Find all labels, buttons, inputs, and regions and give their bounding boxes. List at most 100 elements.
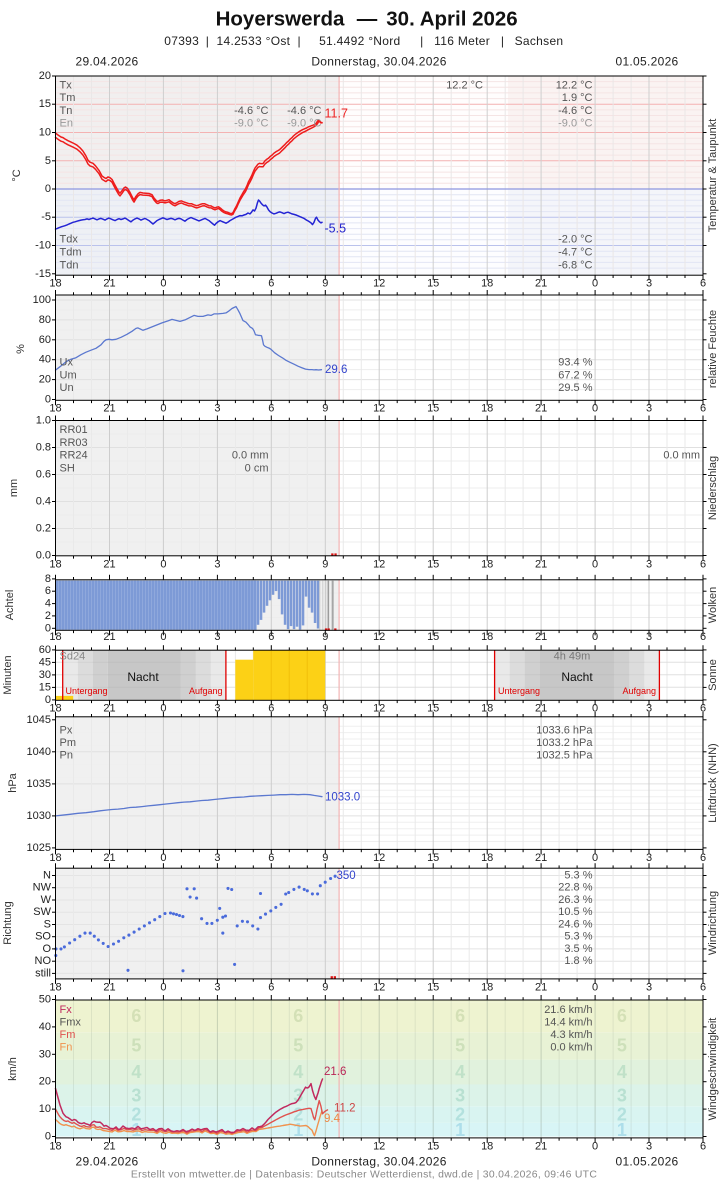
svg-text:Aufgang: Aufgang (622, 686, 656, 696)
svg-text:15: 15 (427, 403, 439, 415)
svg-text:6: 6 (700, 403, 706, 415)
svg-text:0: 0 (160, 403, 166, 415)
svg-text:18: 18 (481, 982, 493, 994)
svg-text:-2.0 °C: -2.0 °C (558, 234, 592, 246)
svg-text:0: 0 (592, 631, 598, 643)
svg-text:Tdx: Tdx (60, 234, 79, 246)
svg-text:12: 12 (373, 403, 385, 415)
svg-text:07393: 07393 (164, 34, 199, 48)
svg-text:12: 12 (373, 558, 385, 570)
svg-text:N: N (43, 870, 51, 882)
svg-text:0: 0 (592, 558, 598, 570)
svg-text:Tdn: Tdn (60, 259, 79, 271)
svg-text:1: 1 (617, 1120, 627, 1140)
svg-text:21: 21 (103, 852, 115, 864)
svg-text:26.3 %: 26.3 % (558, 894, 592, 906)
svg-text:21.6 km/h: 21.6 km/h (544, 1004, 592, 1016)
svg-text:0: 0 (592, 278, 598, 290)
svg-text:21: 21 (103, 982, 115, 994)
svg-text:21: 21 (535, 558, 547, 570)
svg-text:—: — (357, 8, 378, 31)
svg-text:9: 9 (322, 278, 328, 290)
svg-text:1033.2 hPa: 1033.2 hPa (536, 737, 593, 749)
svg-text:1: 1 (293, 1120, 303, 1140)
svg-text:9: 9 (322, 403, 328, 415)
svg-text:6: 6 (455, 1006, 465, 1026)
svg-text:Untergang: Untergang (66, 686, 108, 696)
svg-text:9: 9 (322, 703, 328, 715)
svg-text:6: 6 (700, 852, 706, 864)
svg-text:2: 2 (45, 610, 51, 622)
svg-text:21: 21 (535, 278, 547, 290)
svg-text:11.2: 11.2 (334, 1103, 356, 1115)
svg-text:29.6: 29.6 (325, 364, 347, 376)
svg-text:18: 18 (49, 278, 61, 290)
svg-text:6: 6 (268, 558, 274, 570)
svg-text:-4.6 °C: -4.6 °C (558, 105, 592, 117)
svg-text:18: 18 (481, 278, 493, 290)
svg-text:Un: Un (60, 382, 74, 394)
svg-text:3.5 %: 3.5 % (564, 943, 592, 955)
svg-text:21: 21 (103, 558, 115, 570)
svg-text:15: 15 (39, 98, 51, 110)
svg-text:12: 12 (373, 631, 385, 643)
svg-text:-4.6 °C: -4.6 °C (287, 105, 321, 117)
svg-text:12: 12 (373, 278, 385, 290)
svg-text:Tn: Tn (60, 105, 73, 117)
svg-text:-4.6 °C: -4.6 °C (234, 105, 268, 117)
svg-text:0: 0 (45, 394, 51, 406)
svg-text:3: 3 (646, 631, 652, 643)
svg-text:12: 12 (373, 982, 385, 994)
svg-text:51.4492 °Nord: 51.4492 °Nord (319, 34, 400, 48)
svg-text:8: 8 (45, 573, 51, 585)
svg-text:3: 3 (646, 1141, 652, 1153)
svg-text:-10: -10 (35, 240, 51, 252)
svg-text:29.04.2026: 29.04.2026 (75, 55, 138, 69)
svg-text:5: 5 (455, 1036, 465, 1056)
svg-text:21: 21 (535, 703, 547, 715)
svg-text:15: 15 (427, 703, 439, 715)
svg-text:Achtel: Achtel (4, 590, 16, 621)
svg-text:Pn: Pn (60, 750, 73, 762)
svg-text:0.8: 0.8 (36, 442, 51, 454)
svg-text:9: 9 (322, 558, 328, 570)
svg-text:Ux: Ux (60, 357, 74, 369)
svg-text:Erstellt von mtwetter.de | Dat: Erstellt von mtwetter.de | Datenbasis: D… (131, 1170, 597, 1181)
svg-text:6: 6 (617, 1006, 627, 1026)
svg-text:6: 6 (268, 703, 274, 715)
svg-text:14.2533 °Ost: 14.2533 °Ost (217, 34, 291, 48)
svg-text:20: 20 (39, 70, 51, 82)
svg-text:9: 9 (322, 852, 328, 864)
svg-text:0: 0 (160, 631, 166, 643)
svg-text:Nacht: Nacht (127, 670, 159, 684)
svg-text:12: 12 (373, 703, 385, 715)
svg-text:20: 20 (39, 1076, 51, 1088)
svg-text:3: 3 (646, 703, 652, 715)
svg-text:6: 6 (700, 982, 706, 994)
svg-text:0: 0 (160, 852, 166, 864)
svg-text:60: 60 (39, 644, 51, 656)
svg-text:Tx: Tx (60, 80, 73, 92)
svg-text:Aufgang: Aufgang (189, 686, 223, 696)
svg-text:4: 4 (617, 1062, 627, 1082)
svg-text:18: 18 (481, 558, 493, 570)
svg-text:21: 21 (103, 1141, 115, 1153)
svg-text:21.6: 21.6 (324, 1066, 346, 1078)
svg-text:5: 5 (293, 1036, 303, 1056)
svg-text:18: 18 (49, 403, 61, 415)
svg-text:6: 6 (268, 1141, 274, 1153)
svg-text:6: 6 (700, 703, 706, 715)
svg-text:4: 4 (293, 1062, 303, 1082)
svg-text:18: 18 (481, 631, 493, 643)
svg-text:11.7: 11.7 (325, 106, 348, 120)
svg-text:0.0 mm: 0.0 mm (232, 450, 269, 462)
svg-text:12: 12 (373, 852, 385, 864)
svg-text:0.2: 0.2 (36, 523, 51, 535)
svg-text:10: 10 (39, 1103, 51, 1115)
svg-text:|: | (297, 34, 300, 48)
svg-text:18: 18 (49, 703, 61, 715)
svg-text:3: 3 (617, 1085, 627, 1105)
svg-text:15: 15 (427, 631, 439, 643)
svg-text:3: 3 (646, 852, 652, 864)
svg-text:6: 6 (700, 558, 706, 570)
